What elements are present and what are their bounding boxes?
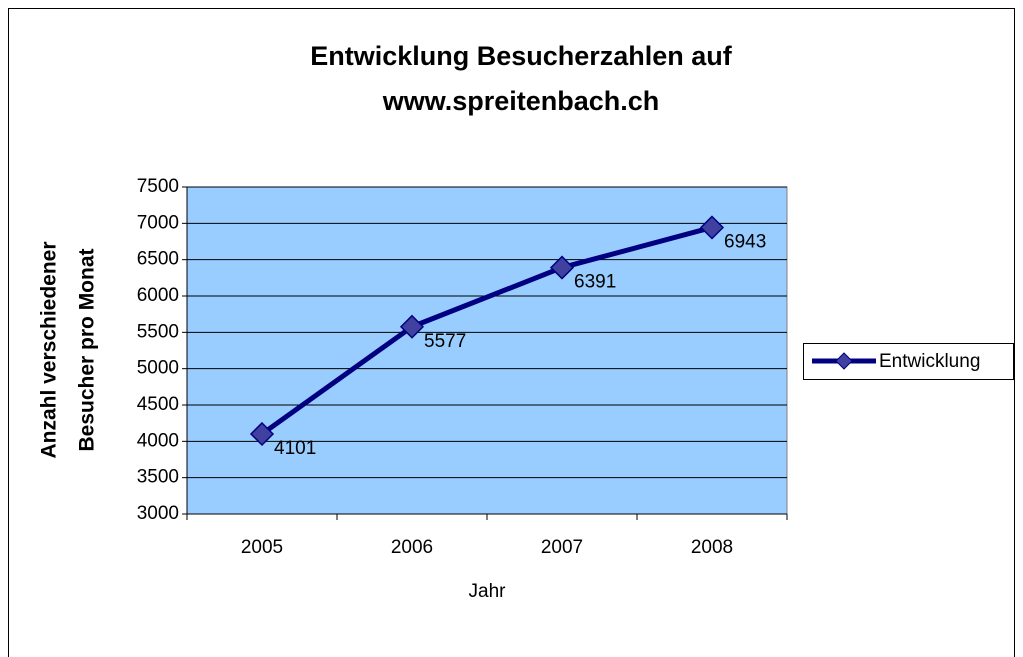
y-tick-label: 6500 xyxy=(137,249,179,270)
x-tick-label: 2008 xyxy=(691,537,733,558)
y-tick-label: 3500 xyxy=(137,467,179,488)
data-label: 6391 xyxy=(574,272,616,293)
data-label: 4101 xyxy=(274,438,316,459)
y-axis-label: Besucher pro Monat xyxy=(76,248,99,451)
plot-area xyxy=(186,186,788,515)
x-tick-label: 2006 xyxy=(391,537,433,558)
data-label: 5577 xyxy=(424,331,466,352)
y-tick-label: 4000 xyxy=(137,430,179,451)
marker xyxy=(549,255,575,280)
marker xyxy=(249,421,275,447)
marker xyxy=(399,314,425,339)
y-tick-label: 5500 xyxy=(137,321,179,342)
y-tick-label: 4500 xyxy=(137,394,179,415)
y-tick-label: 7500 xyxy=(137,176,179,197)
x-axis-label: Jahr xyxy=(469,581,507,602)
y-tick-label: 6000 xyxy=(137,285,179,306)
x-tick-label: 2007 xyxy=(541,537,583,558)
data-label: 6943 xyxy=(724,231,766,252)
legend-marker xyxy=(835,352,853,370)
chart-title: Entwicklung Besucherzahlen auf xyxy=(310,41,733,71)
y-tick-label: 3000 xyxy=(137,503,179,524)
y-tick-label: 5000 xyxy=(137,358,179,379)
x-tick-label: 2005 xyxy=(241,537,283,558)
y-axis-label: Anzahl verschiedener xyxy=(38,241,61,458)
chart-title: www.spreitenbach.ch xyxy=(382,86,660,116)
legend-label: Entwicklung xyxy=(879,351,980,372)
series-line xyxy=(260,225,713,437)
y-tick-label: 7000 xyxy=(137,212,179,233)
marker xyxy=(699,215,725,240)
